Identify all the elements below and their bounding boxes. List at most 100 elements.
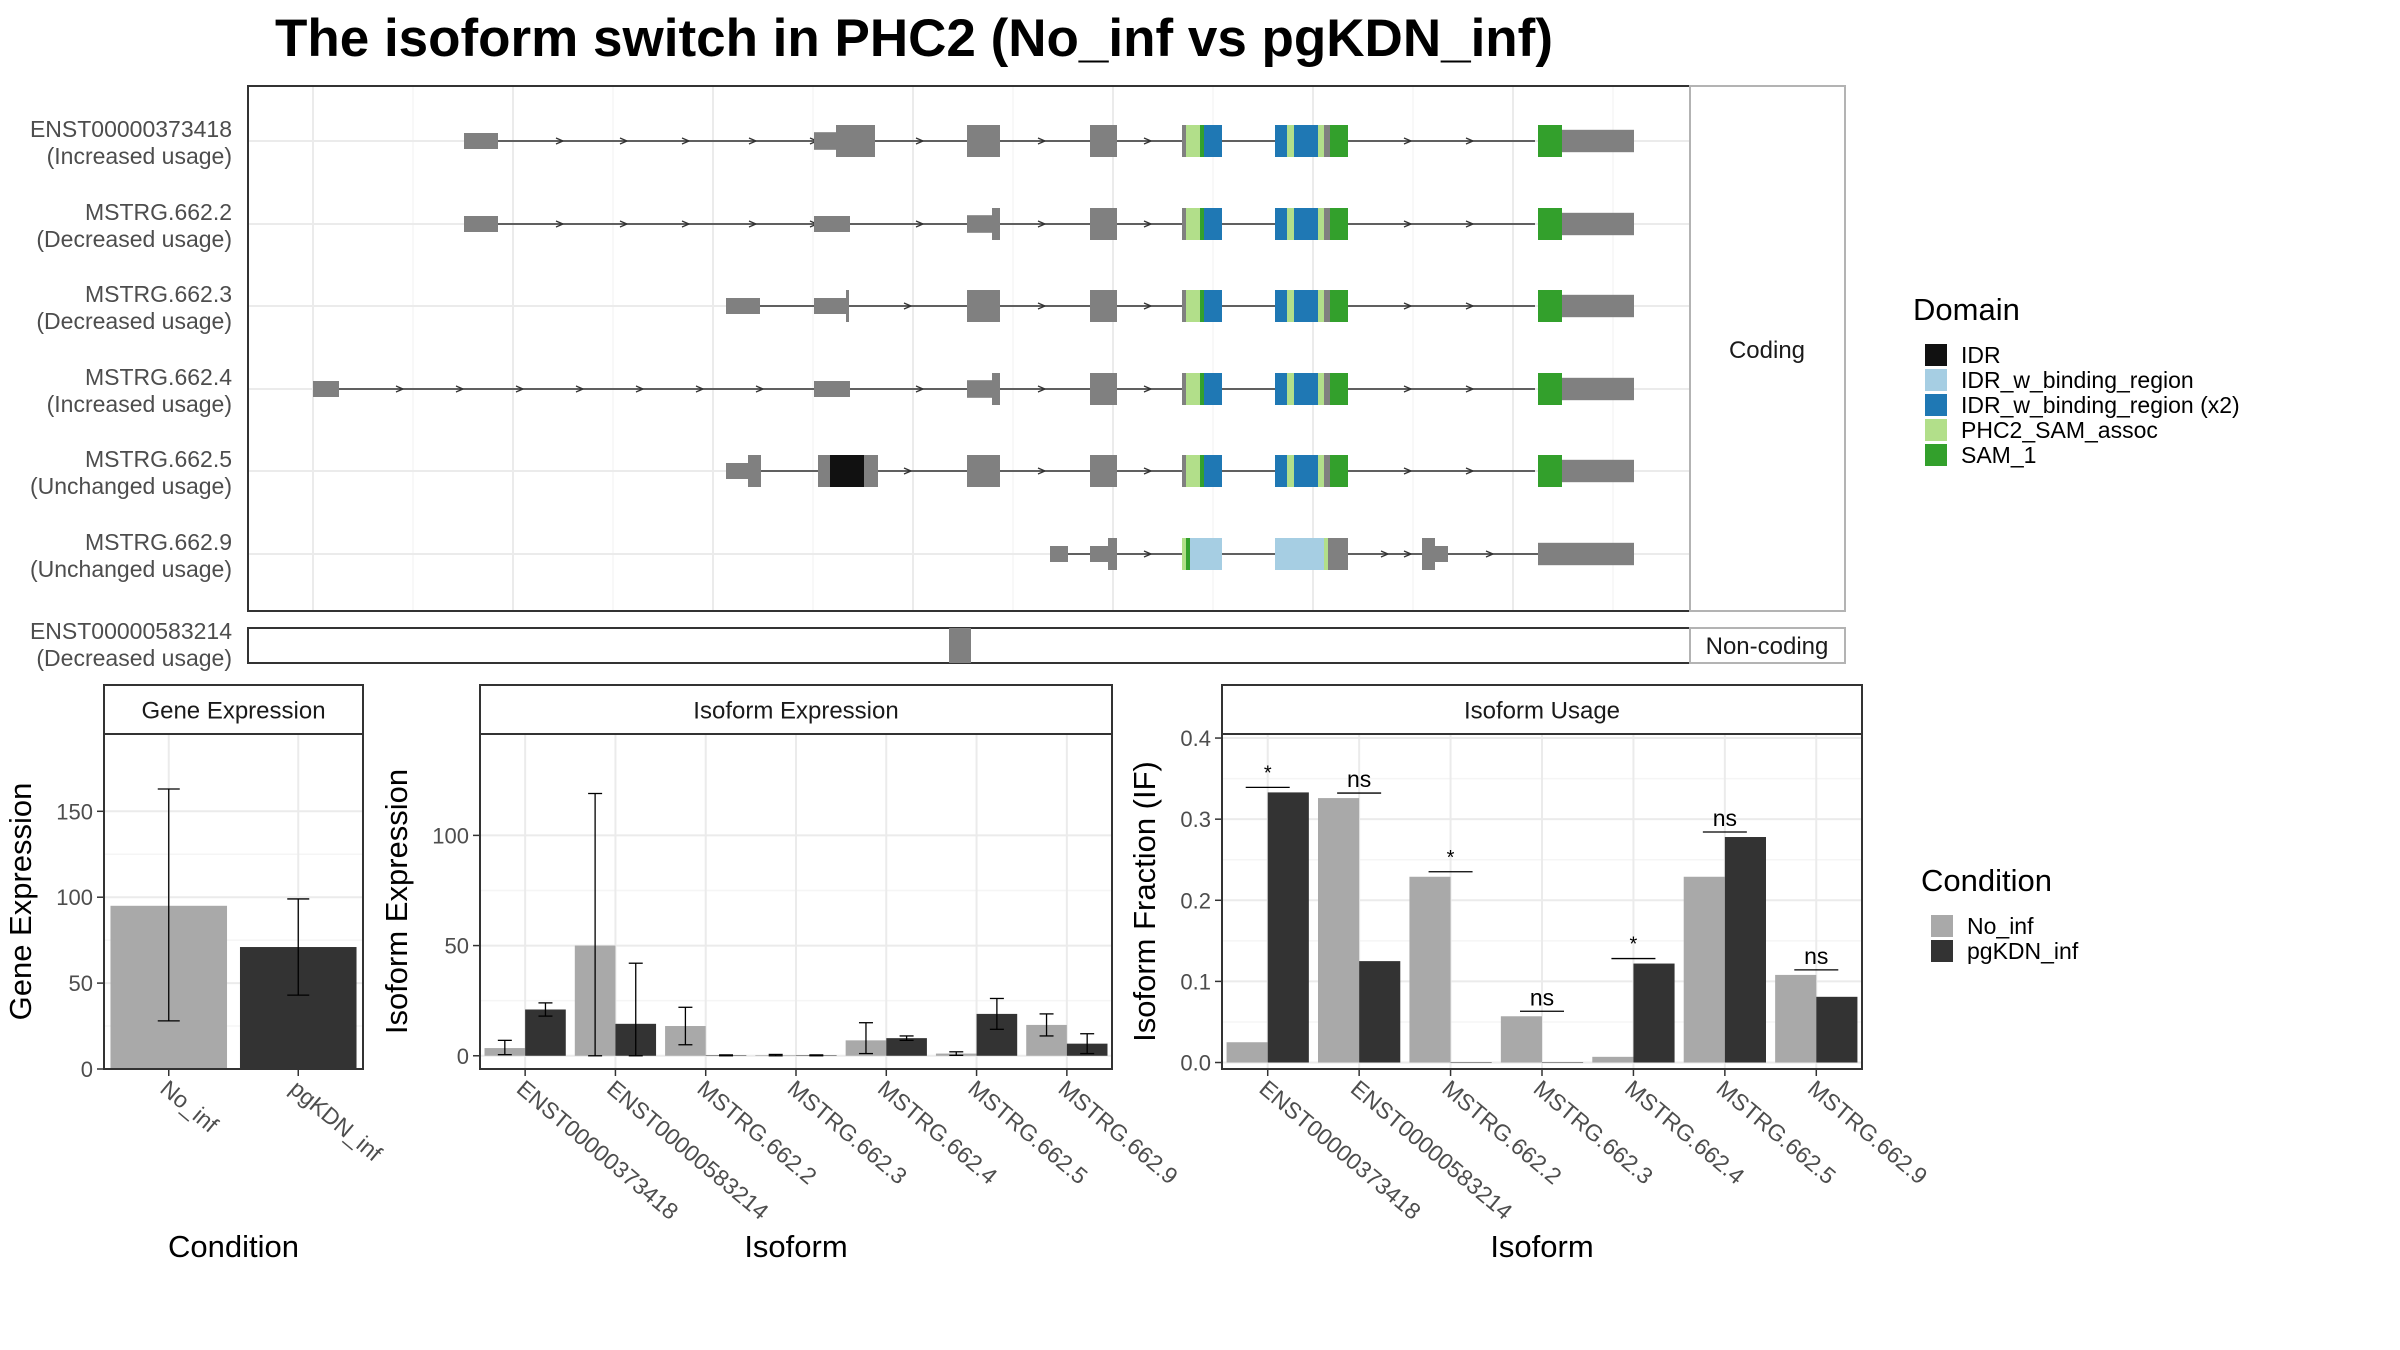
bar <box>1359 961 1401 1063</box>
exon <box>1090 208 1117 240</box>
strand-arrow <box>915 220 925 228</box>
bar <box>1592 1056 1634 1063</box>
y-axis-title: Gene Expression <box>3 783 38 1021</box>
domain-sam-1 <box>1200 125 1204 157</box>
exon <box>1050 546 1068 562</box>
exon <box>464 133 498 149</box>
domain-legend-title: Domain <box>1913 292 2020 327</box>
strand-arrow <box>1143 302 1153 310</box>
strand-arrow <box>681 137 691 145</box>
structure-panel: ENST00000373418(Increased usage) MSTRG.66… <box>30 85 1846 671</box>
y-tick-label: 0 <box>457 1044 469 1069</box>
strand-arrow <box>1037 220 1047 228</box>
exon <box>1090 373 1117 405</box>
x-tick-label: No_inf <box>156 1075 224 1138</box>
coding-strip <box>1689 85 1846 612</box>
strand-arrow <box>1403 467 1413 475</box>
isoform-usage-label: (Unchanged usage) <box>30 473 232 499</box>
significance-label: * <box>1447 847 1455 869</box>
condition-legend-key <box>1931 940 1953 962</box>
domain-idr <box>830 455 864 487</box>
exon <box>814 132 836 150</box>
condition-legend-label: No_inf <box>1967 913 2034 939</box>
strand-arrow <box>1037 302 1047 310</box>
domain-idr-w-binding-region-x2 <box>1294 208 1318 240</box>
strand-arrow <box>619 220 629 228</box>
strand-arrow <box>1143 220 1153 228</box>
domain-sam-1 <box>1330 373 1348 405</box>
isoform-id-label: MSTRG.662.9 <box>85 529 232 555</box>
x-tick-label: ENST00000373418 <box>1255 1075 1427 1225</box>
domain-sam-1 <box>1186 538 1190 570</box>
isoform-usage-label: (Unchanged usage) <box>30 556 232 582</box>
noncoding-strip-label: Non-coding <box>1706 633 1829 660</box>
isoform-expression-chart: Isoform Expression 0 50 100 ENST00000373418E… <box>379 684 1183 1264</box>
domain-idr-w-binding-region-x2 <box>1275 373 1287 405</box>
exon <box>464 216 498 232</box>
domain-idr-w-binding-region-x2 <box>1294 125 1318 157</box>
exon <box>992 208 1000 240</box>
strand-arrow <box>619 137 629 145</box>
exon <box>1090 546 1108 562</box>
exon-segment <box>1324 208 1330 240</box>
coding-panel-frame <box>247 85 1691 612</box>
strand-arrow <box>755 385 765 393</box>
chart-title: Isoform Expression <box>693 698 898 725</box>
y-tick-label: 0.1 <box>1180 969 1211 994</box>
exon <box>967 290 1000 322</box>
strand-arrow <box>681 220 691 228</box>
structure-rows: ENST00000373418(Increased usage) MSTRG.66… <box>30 116 1634 582</box>
isoform-usage-label: (Increased usage) <box>47 391 232 417</box>
exon <box>814 381 850 397</box>
transcript-row: ENST00000373418(Increased usage) <box>30 116 1634 169</box>
bar <box>525 1009 566 1056</box>
x-tick-label: ENST00000583214 <box>602 1075 774 1225</box>
domain-sam-1 <box>1538 208 1562 240</box>
significance-label: ns <box>1347 766 1371 792</box>
strand-arrow <box>1465 467 1475 475</box>
exon-segment <box>1182 208 1186 240</box>
y-tick-label: 100 <box>432 823 469 848</box>
y-axis-title: Isoform Expression <box>379 769 414 1034</box>
bar <box>1633 963 1675 1063</box>
domain-idr-w-binding-region <box>1190 538 1222 570</box>
bar <box>1683 876 1725 1063</box>
strand-arrow <box>903 302 913 310</box>
domain-legend-label: IDR <box>1961 342 2001 368</box>
significance-label: * <box>1630 934 1638 956</box>
noncoding-strip <box>1689 627 1846 664</box>
strand-arrow <box>903 467 913 475</box>
y-tick-label: 0.3 <box>1180 807 1211 832</box>
exon <box>726 463 748 479</box>
bar <box>1267 792 1309 1063</box>
domain-phc2-sam-assoc <box>1324 538 1328 570</box>
isoform-usage-label: (Decreased usage) <box>36 226 232 252</box>
domain-phc2-sam-assoc <box>1318 208 1324 240</box>
y-tick-label: 150 <box>56 799 93 824</box>
exon <box>1562 377 1634 401</box>
domain-sam-1 <box>1330 290 1348 322</box>
domain-sam-1 <box>1200 455 1204 487</box>
exon <box>1562 129 1634 153</box>
domain-phc2-sam-assoc <box>1186 455 1200 487</box>
x-tick-label: ENST00000373418 <box>512 1075 684 1225</box>
domain-legend-key <box>1925 369 1947 391</box>
exon-segment <box>1182 290 1186 322</box>
strand-arrow <box>1037 137 1047 145</box>
domain-phc2-sam-assoc <box>1318 290 1324 322</box>
exon <box>726 298 760 314</box>
transcript-row: MSTRG.662.9(Unchanged usage) <box>30 529 1634 582</box>
y-tick-label: 0 <box>81 1057 93 1082</box>
exon <box>992 373 1000 405</box>
strand-arrow <box>1143 467 1153 475</box>
domain-idr-w-binding-region-x2 <box>1204 208 1222 240</box>
domain-sam-1 <box>1200 373 1204 405</box>
exon <box>967 455 1000 487</box>
y-tick-label: 0.0 <box>1180 1051 1211 1076</box>
exon-segment <box>1324 125 1330 157</box>
domain-idr-w-binding-region-x2 <box>1294 290 1318 322</box>
exon <box>836 125 875 157</box>
strand-arrow <box>748 220 758 228</box>
domain-idr-w-binding-region-x2 <box>1204 373 1222 405</box>
